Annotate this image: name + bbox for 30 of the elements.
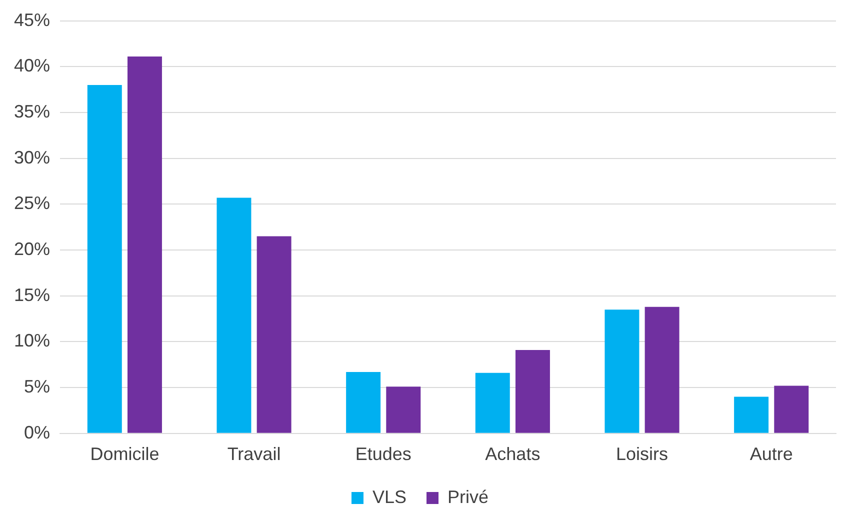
bar <box>475 372 510 433</box>
y-tick-label: 35% <box>14 101 50 122</box>
bar <box>128 56 162 433</box>
y-tick-label: 25% <box>14 193 50 214</box>
y-tick-label: 0% <box>24 422 50 442</box>
y-tick-label: 5% <box>24 376 50 397</box>
y-tick-label: 20% <box>14 238 50 259</box>
bar <box>386 386 421 433</box>
y-tick-label: 10% <box>14 330 50 351</box>
bar <box>346 372 381 433</box>
bar <box>774 386 809 433</box>
y-tick-label: 45% <box>14 10 50 30</box>
bar <box>216 198 252 433</box>
bar <box>604 310 640 433</box>
bar <box>87 84 122 433</box>
bar <box>515 350 550 433</box>
legend-label: VLS <box>372 486 407 507</box>
x-tick-label: Etudes <box>355 444 412 464</box>
x-tick-label: Domicile <box>90 444 160 464</box>
bar <box>734 396 769 433</box>
x-tick-label: Achats <box>485 444 540 464</box>
bar <box>256 236 292 433</box>
legend-label: Privé <box>448 486 489 507</box>
x-tick-label: Autre <box>750 444 793 464</box>
bar <box>644 306 680 433</box>
y-tick-label: 40% <box>14 56 50 76</box>
y-tick-label: 30% <box>14 147 50 168</box>
y-tick-label: 15% <box>14 284 50 305</box>
x-tick-label: Travail <box>227 444 281 464</box>
x-tick-label: Loisirs <box>616 444 668 464</box>
